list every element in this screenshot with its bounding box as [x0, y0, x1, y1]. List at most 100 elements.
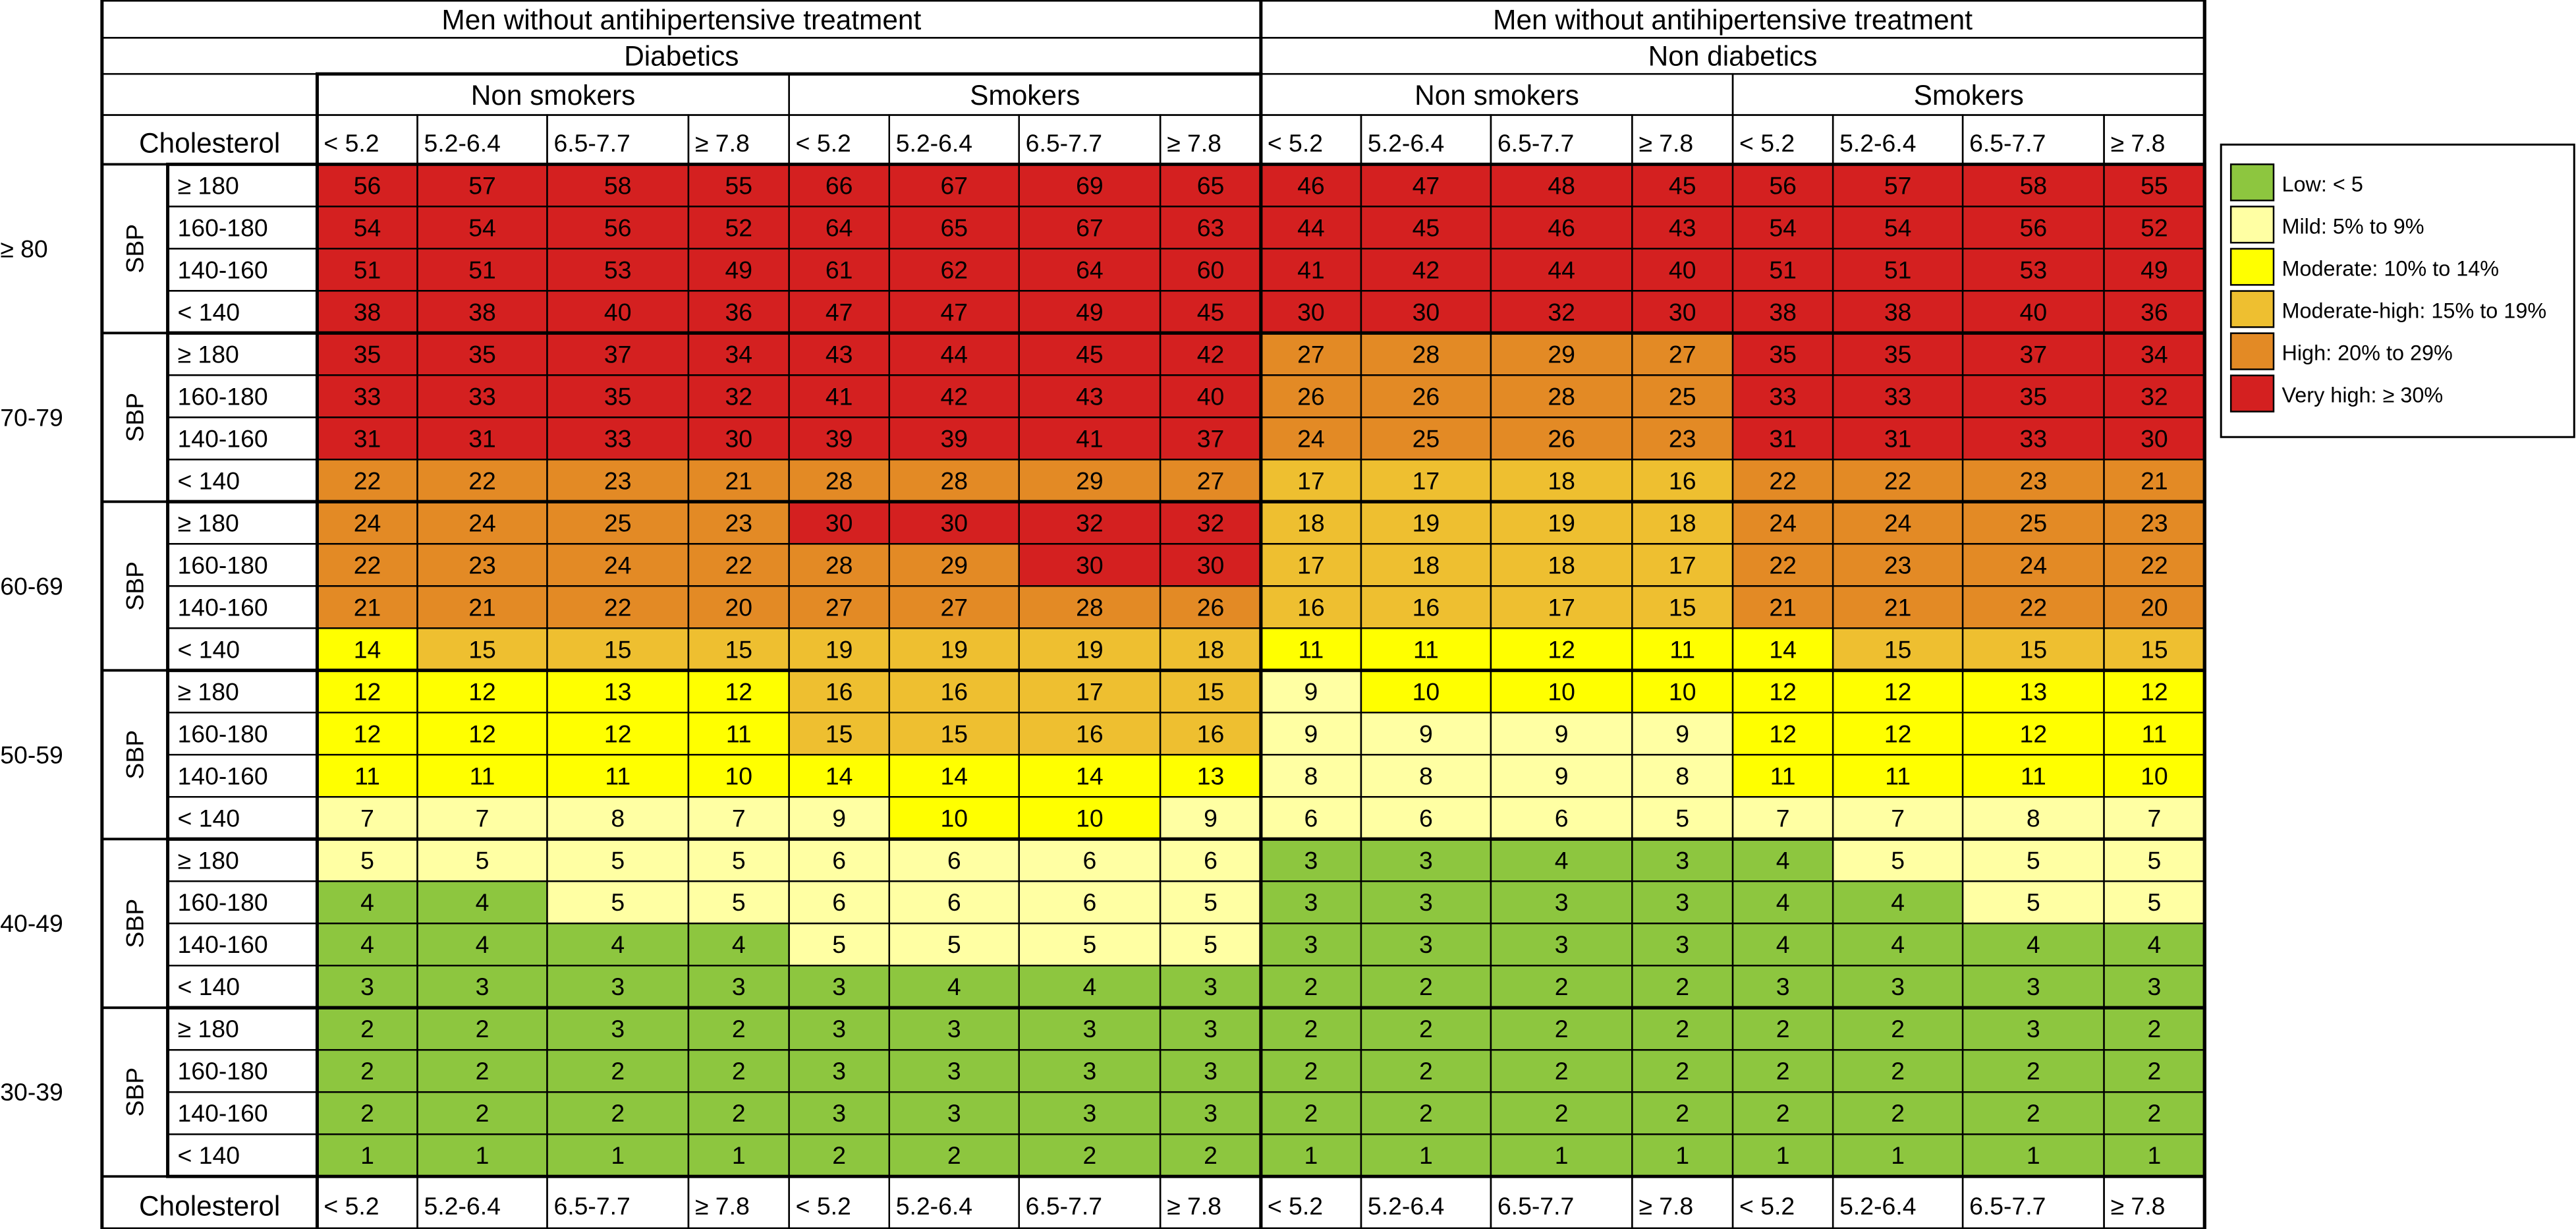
risk-value: 1	[1776, 1141, 1790, 1169]
header-cell	[101, 72, 318, 116]
risk-value: 67	[940, 171, 968, 199]
risk-value: 44	[1548, 256, 1575, 283]
risk-value: 47	[940, 298, 968, 326]
risk-value: 15	[826, 720, 853, 747]
risk-value: 15	[468, 635, 496, 663]
risk-value: 2	[1419, 973, 1433, 1000]
risk-cell	[416, 248, 548, 292]
risk-value: 5	[1204, 888, 1218, 916]
risk-value: 61	[826, 256, 853, 283]
risk-cell	[687, 1133, 790, 1178]
risk-cell	[1260, 838, 1362, 882]
risk-value: 3	[1083, 1057, 1097, 1085]
risk-value: 2	[476, 1057, 490, 1085]
risk-cell	[1961, 163, 2105, 208]
risk-value: 12	[725, 677, 753, 705]
risk-value: 3	[360, 973, 374, 1000]
cholesterol-label: Cholesterol	[139, 1191, 280, 1222]
risk-cell	[788, 754, 890, 798]
risk-cell	[1731, 1133, 1834, 1178]
risk-value: 38	[468, 298, 496, 326]
risk-value: 2	[1304, 1057, 1318, 1085]
risk-cell	[1018, 964, 1162, 1009]
risk-value: 21	[1769, 593, 1797, 621]
risk-value: 22	[1769, 551, 1797, 579]
risk-cell	[1159, 838, 1262, 882]
risk-cell	[1961, 627, 2105, 672]
legend-swatch	[2229, 374, 2275, 413]
risk-value: 9	[1675, 720, 1689, 747]
risk-value: 12	[1548, 635, 1575, 663]
risk-value: 18	[1413, 551, 1440, 579]
age-label: 60-69	[0, 572, 63, 600]
risk-cell	[2103, 585, 2206, 629]
risk-cell	[1018, 332, 1162, 376]
risk-value: 19	[826, 635, 853, 663]
risk-value: 28	[940, 467, 968, 494]
risk-value: 7	[476, 804, 490, 832]
age-label: 30-39	[0, 1078, 63, 1106]
risk-value: 40	[1197, 382, 1225, 410]
risk-cell	[1159, 416, 1262, 461]
risk-value: 25	[1413, 424, 1440, 452]
risk-value: 1	[611, 1141, 625, 1169]
cholesterol-category: < 5.2	[323, 129, 379, 157]
risk-value: 5	[2148, 888, 2162, 916]
risk-value: 5	[732, 846, 746, 874]
risk-value: 2	[476, 1015, 490, 1043]
risk-value: 23	[468, 551, 496, 579]
risk-cell	[1631, 1006, 1734, 1051]
risk-value: 6	[947, 846, 961, 874]
risk-value: 56	[1769, 171, 1797, 199]
risk-cell	[1018, 206, 1162, 250]
risk-value: 33	[604, 424, 632, 452]
risk-value: 56	[354, 171, 381, 199]
smoking-header: Smokers	[1914, 80, 2024, 111]
risk-value: 49	[1076, 298, 1104, 326]
risk-value: 2	[1776, 1099, 1790, 1127]
risk-cell	[1159, 290, 1262, 334]
risk-value: 2	[611, 1057, 625, 1085]
risk-cell	[1631, 796, 1734, 840]
risk-cell	[546, 838, 690, 882]
risk-cell	[546, 543, 690, 587]
risk-value: 24	[1297, 424, 1325, 452]
risk-value: 65	[940, 214, 968, 241]
risk-value: 45	[1197, 298, 1225, 326]
risk-value: 27	[940, 593, 968, 621]
risk-value: 2	[1419, 1015, 1433, 1043]
risk-value: 12	[1769, 677, 1797, 705]
risk-value: 4	[1891, 888, 1905, 916]
risk-value: 3	[2027, 973, 2040, 1000]
risk-cell	[788, 501, 890, 545]
risk-value: 54	[468, 214, 496, 241]
risk-cell	[788, 1133, 890, 1178]
risk-cell	[1832, 712, 1964, 756]
risk-value: 52	[2141, 214, 2168, 241]
risk-value: 33	[468, 382, 496, 410]
risk-value: 22	[2020, 593, 2048, 621]
risk-value: 2	[611, 1099, 625, 1127]
risk-cell	[1260, 964, 1362, 1009]
cholesterol-category: ≥ 7.8	[695, 129, 750, 157]
legend-label: Moderate: 10% to 14%	[2282, 256, 2499, 280]
risk-cell	[1360, 543, 1492, 587]
risk-value: 12	[2020, 720, 2048, 747]
sbp-label: ≥ 180	[178, 677, 239, 705]
risk-value: 2	[732, 1099, 746, 1127]
risk-cell	[546, 1091, 690, 1135]
risk-cell	[1260, 1006, 1362, 1051]
risk-cell	[416, 332, 548, 376]
sbp-label: < 140	[178, 467, 240, 494]
risk-cell	[1631, 1048, 1734, 1093]
risk-value: 22	[725, 551, 753, 579]
risk-cell	[1490, 880, 1633, 925]
risk-value: 1	[1419, 1141, 1433, 1169]
risk-value: 37	[604, 340, 632, 368]
risk-cell	[2103, 1091, 2206, 1135]
smoking-header: Smokers	[970, 80, 1080, 111]
risk-cell	[888, 585, 1020, 629]
risk-value: 4	[360, 888, 374, 916]
risk-cell	[1360, 754, 1492, 798]
risk-value: 2	[1304, 973, 1318, 1000]
